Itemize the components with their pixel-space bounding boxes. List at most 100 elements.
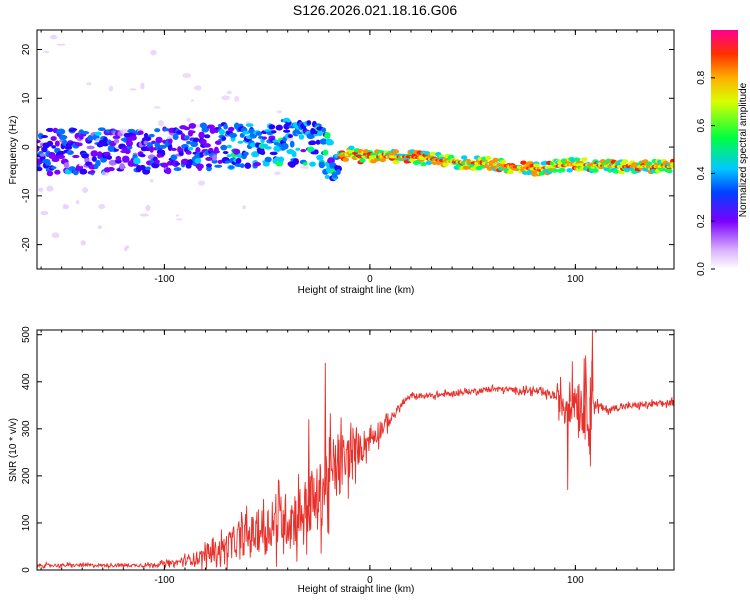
heat-cell: [573, 157, 581, 162]
heat-cell: [291, 150, 297, 158]
heat-cell: [106, 211, 113, 219]
heat-cell: [38, 187, 44, 192]
heat-cell: [300, 149, 307, 153]
heat-cell: [226, 144, 232, 149]
heat-cell: [119, 163, 125, 170]
heat-cell: [185, 150, 192, 155]
heat-cell: [670, 164, 674, 169]
heat-cell: [262, 161, 270, 167]
heat-cell: [108, 159, 117, 166]
heat-cell: [80, 240, 86, 246]
heat-cell: [137, 130, 144, 135]
heat-cell: [170, 154, 178, 161]
heat-cell: [37, 166, 43, 172]
heat-cell: [170, 147, 177, 152]
heat-cell: [182, 73, 192, 79]
heat-cell: [392, 159, 399, 165]
chart-title: S126.2026.021.18.16.G06: [292, 2, 458, 18]
heat-cell: [319, 138, 328, 145]
heat-cell: [54, 140, 60, 147]
heat-cell: [331, 171, 338, 179]
heat-cell: [134, 210, 140, 215]
heat-cell: [276, 110, 282, 114]
heat-cell: [108, 85, 114, 92]
heat-cell: [318, 161, 326, 169]
heat-cell: [669, 158, 674, 164]
heat-cell: [226, 154, 233, 158]
heat-cell: [348, 145, 355, 151]
heat-cell: [78, 163, 85, 167]
heat-cell: [286, 119, 291, 123]
heat-cell: [259, 150, 266, 156]
heat-cell: [190, 99, 195, 102]
heat-cell: [178, 151, 184, 156]
heat-cell: [222, 150, 229, 155]
colorbar-tick-label: 0.4: [696, 166, 707, 180]
heat-cell: [448, 154, 455, 160]
heat-cell: [154, 159, 160, 164]
heat-cell: [126, 245, 130, 249]
heat-cell: [160, 151, 166, 157]
heat-cell: [150, 49, 157, 56]
heat-cell: [212, 150, 220, 154]
y-tick-label: 300: [21, 420, 32, 437]
heat-cell: [97, 151, 103, 158]
x-tick-label: 0: [367, 274, 373, 285]
heat-cell: [321, 127, 327, 133]
snr-xlabel: Height of straight line (km): [298, 584, 415, 595]
heat-cell: [237, 140, 244, 144]
heat-cell: [278, 156, 285, 163]
heat-cell: [283, 129, 291, 133]
heat-cell: [175, 218, 183, 221]
heat-cell: [42, 50, 50, 53]
heat-cell: [261, 136, 268, 140]
heat-cell: [315, 139, 321, 145]
heat-cell: [260, 143, 269, 148]
heat-cell: [51, 145, 57, 149]
heat-cell: [107, 166, 115, 172]
heat-cell: [235, 157, 242, 164]
heat-cell: [154, 128, 161, 133]
heat-cell: [618, 169, 625, 175]
heat-cell: [89, 170, 96, 174]
heat-cell: [76, 142, 83, 147]
heat-cell: [40, 210, 49, 216]
heat-cell: [121, 155, 130, 163]
y-tick-label: 100: [21, 514, 32, 531]
heat-cell: [621, 159, 629, 164]
spectrogram-heatmap: [37, 34, 674, 257]
heat-cell: [533, 163, 540, 168]
heat-cell: [559, 167, 566, 173]
heat-cell: [98, 203, 106, 210]
heat-cell: [125, 140, 133, 147]
heat-cell: [200, 138, 207, 145]
heat-cell: [66, 214, 74, 222]
heat-cell: [176, 130, 183, 135]
heat-cell: [139, 213, 149, 217]
heat-cell: [39, 99, 46, 106]
heat-cell: [115, 155, 122, 162]
heat-cell: [192, 137, 200, 143]
heat-cell: [75, 200, 80, 205]
heat-cell: [82, 187, 88, 194]
y-tick-label: 0: [21, 567, 32, 573]
spectrogram-ylabel: Frequency (Hz): [8, 116, 19, 185]
heat-cell: [190, 141, 199, 148]
heat-cell: [612, 169, 620, 174]
heat-cell: [243, 151, 249, 156]
heat-cell: [54, 169, 61, 175]
heat-cell: [295, 147, 301, 151]
heat-cell: [255, 131, 263, 136]
heat-cell: [89, 156, 93, 163]
heat-cell: [226, 90, 232, 95]
y-tick-label: 20: [21, 44, 32, 56]
heat-cell: [75, 97, 84, 102]
x-tick-label: -100: [154, 274, 174, 285]
heat-cell: [69, 62, 76, 67]
heat-cell: [166, 81, 171, 88]
heat-cell: [359, 158, 366, 163]
heat-cell: [420, 161, 427, 167]
colorbar-tick-label: 0.2: [696, 214, 707, 228]
heat-cell: [158, 144, 167, 149]
